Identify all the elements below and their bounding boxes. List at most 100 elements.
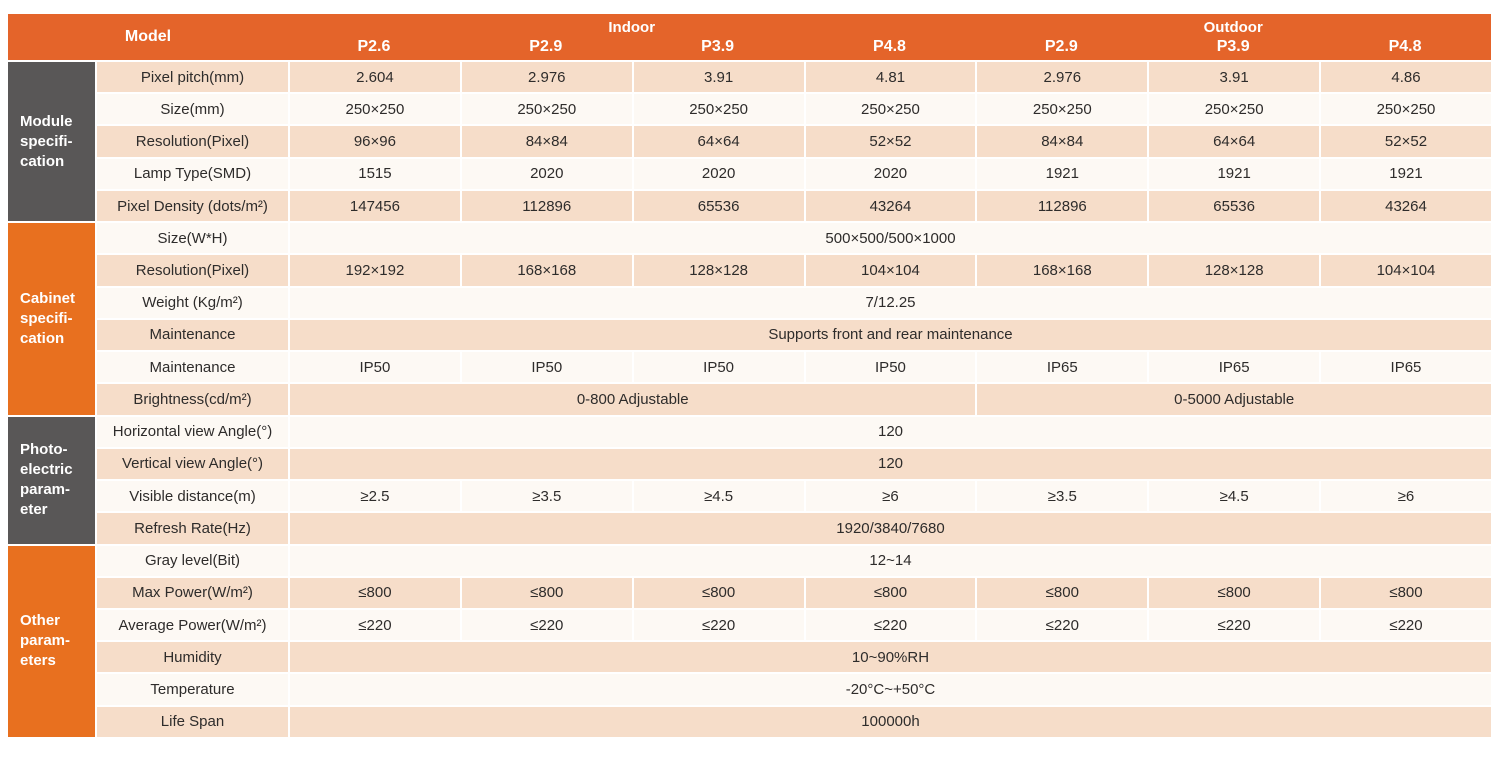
table-cell: 112896 xyxy=(975,190,1147,222)
column-header: P3.9 xyxy=(701,38,735,55)
row-label: Weight (Kg/m²) xyxy=(95,287,288,318)
row-label: Lamp Type(SMD) xyxy=(95,158,288,189)
table-cell: 168×168 xyxy=(975,255,1147,286)
table-row: Visible distance(m) ≥2.5 ≥3.5 ≥4.5 ≥6 ≥3.5 ≥4.… xyxy=(8,479,1491,512)
table-cell: 168×168 xyxy=(459,255,632,286)
table-cell: 7/12.25 xyxy=(288,287,1491,318)
table-cell: 64×64 xyxy=(1147,126,1319,157)
table-row: Pixel Density (dots/m²) 147456 112896 65536… xyxy=(8,188,1491,222)
table-cell: ≤220 xyxy=(975,609,1147,641)
column-group-outdoor: Outdoor xyxy=(1203,18,1263,36)
section-label-line: cation xyxy=(20,329,65,347)
table-cell: ≥3.5 xyxy=(975,481,1147,512)
table-cell: 96×96 xyxy=(288,126,460,157)
table-cell: ≤220 xyxy=(631,609,804,641)
table-row: Temperature -20°C~+50°C xyxy=(8,672,1491,705)
row-label: Average Power(W/m²) xyxy=(95,609,288,641)
column-header: P3.9 xyxy=(1216,38,1250,55)
table-cell: 1920/3840/7680 xyxy=(288,513,1491,544)
section-label-line: param- xyxy=(20,632,71,650)
row-label: Vertical view Angle(°) xyxy=(95,448,288,480)
table-cell: ≥4.5 xyxy=(631,481,804,512)
table-cell: 2020 xyxy=(803,158,976,189)
table-row: Life Span 100000h xyxy=(8,704,1491,737)
table-row: Horizontal view Angle(°) 120 xyxy=(8,414,1491,447)
row-label: Size(W*H) xyxy=(95,223,288,254)
table-cell: 147456 xyxy=(288,190,460,222)
table-cell: ≤220 xyxy=(288,609,460,641)
table-cell: 120 xyxy=(288,416,1491,447)
table-row: Maintenance Supports front and rear maint… xyxy=(8,317,1491,351)
row-label: Pixel Density (dots/m²) xyxy=(95,190,288,222)
table-cell: ≤800 xyxy=(803,577,976,608)
section-label-line: Cabinet xyxy=(20,289,76,307)
table-cell: 500×500/500×1000 xyxy=(288,223,1491,254)
table-cell: 84×84 xyxy=(975,126,1147,157)
table-cell: ≤800 xyxy=(975,577,1147,608)
table-cell: 120 xyxy=(288,448,1491,480)
table-row: Size(W*H) 500×500/500×1000 xyxy=(8,221,1491,254)
row-label: Horizontal view Angle(°) xyxy=(95,416,288,447)
table-row: Weight (Kg/m²) 7/12.25 xyxy=(8,285,1491,318)
table-row: Gray level(Bit) 12~14 xyxy=(8,543,1491,576)
table-cell: -20°C~+50°C xyxy=(288,674,1491,705)
column-header: P2.9 xyxy=(529,38,563,55)
table-row: Vertical view Angle(°) 120 xyxy=(8,446,1491,480)
table-cell: 52×52 xyxy=(1319,126,1491,157)
table-cell: 3.91 xyxy=(1147,62,1319,93)
table-cell: 65536 xyxy=(1147,190,1319,222)
table-cell: 43264 xyxy=(803,190,976,222)
table-cell: 84×84 xyxy=(459,126,632,157)
table-cell: Supports front and rear maintenance xyxy=(288,319,1491,351)
section-label-line: electric xyxy=(20,461,73,479)
table-cell: 2.976 xyxy=(459,62,632,93)
table-cell: 128×128 xyxy=(631,255,804,286)
table-cell: ≤800 xyxy=(631,577,804,608)
table-cell: 250×250 xyxy=(288,94,460,125)
table-cell: 250×250 xyxy=(459,94,632,125)
column-header: P2.6 xyxy=(357,38,391,55)
table-cell: 4.86 xyxy=(1319,62,1491,93)
table-cell: IP50 xyxy=(288,352,460,383)
table-cell: 52×52 xyxy=(803,126,976,157)
section-label-line: Photo- xyxy=(20,441,68,459)
table-cell: 1515 xyxy=(288,158,460,189)
section-label-line: param- xyxy=(20,481,71,499)
column-header: P4.8 xyxy=(1388,38,1422,55)
table-cell: IP50 xyxy=(803,352,976,383)
table-cell: 3.91 xyxy=(631,62,804,93)
row-label: Pixel pitch(mm) xyxy=(95,62,288,93)
table-cell: IP65 xyxy=(1147,352,1319,383)
table-row: Refresh Rate(Hz) 1920/3840/7680 xyxy=(8,511,1491,544)
table-cell: 250×250 xyxy=(1319,94,1491,125)
table-cell: 1921 xyxy=(1147,158,1319,189)
table-cell: 250×250 xyxy=(631,94,804,125)
row-label: Humidity xyxy=(95,642,288,673)
table-cell: 250×250 xyxy=(975,94,1147,125)
table-cell: IP50 xyxy=(631,352,804,383)
table-row: Maintenance IP50 IP50 IP50 IP50 IP65 IP65 IP65 xyxy=(8,350,1491,383)
table-cell: IP65 xyxy=(1319,352,1491,383)
row-label: Resolution(Pixel) xyxy=(95,126,288,157)
table-cell: ≥3.5 xyxy=(459,481,632,512)
led-spec-table: Model Indoor Outdoor P2.6 P2.9 P3.9 P4.8 P2.9 P… xyxy=(8,14,1491,737)
table-row: Lamp Type(SMD) 1515 2020 2020 2020 1921 1921 19… xyxy=(8,156,1491,189)
table-cell: 2.976 xyxy=(975,62,1147,93)
table-cell: 65536 xyxy=(631,190,804,222)
table-cell: 104×104 xyxy=(803,255,976,286)
model-header-cell: Model xyxy=(124,28,172,45)
table-cell: ≤220 xyxy=(1319,609,1491,641)
table-cell: 2.604 xyxy=(288,62,460,93)
table-cell: IP50 xyxy=(459,352,632,383)
table-body: Pixel pitch(mm) 2.604 2.976 3.91 4.81 2.976 3.… xyxy=(8,60,1491,737)
row-label: Resolution(Pixel) xyxy=(95,255,288,286)
table-cell: 2020 xyxy=(459,158,632,189)
table-row: Humidity 10~90%RH xyxy=(8,640,1491,673)
table-row: Size(mm) 250×250 250×250 250×250 250×250 250×… xyxy=(8,92,1491,125)
table-cell: 192×192 xyxy=(288,255,460,286)
table-cell: IP65 xyxy=(975,352,1147,383)
table-cell: 43264 xyxy=(1319,190,1491,222)
table-cell: ≤800 xyxy=(288,577,460,608)
section-label-other-parameters: Other param-eters xyxy=(8,545,95,737)
